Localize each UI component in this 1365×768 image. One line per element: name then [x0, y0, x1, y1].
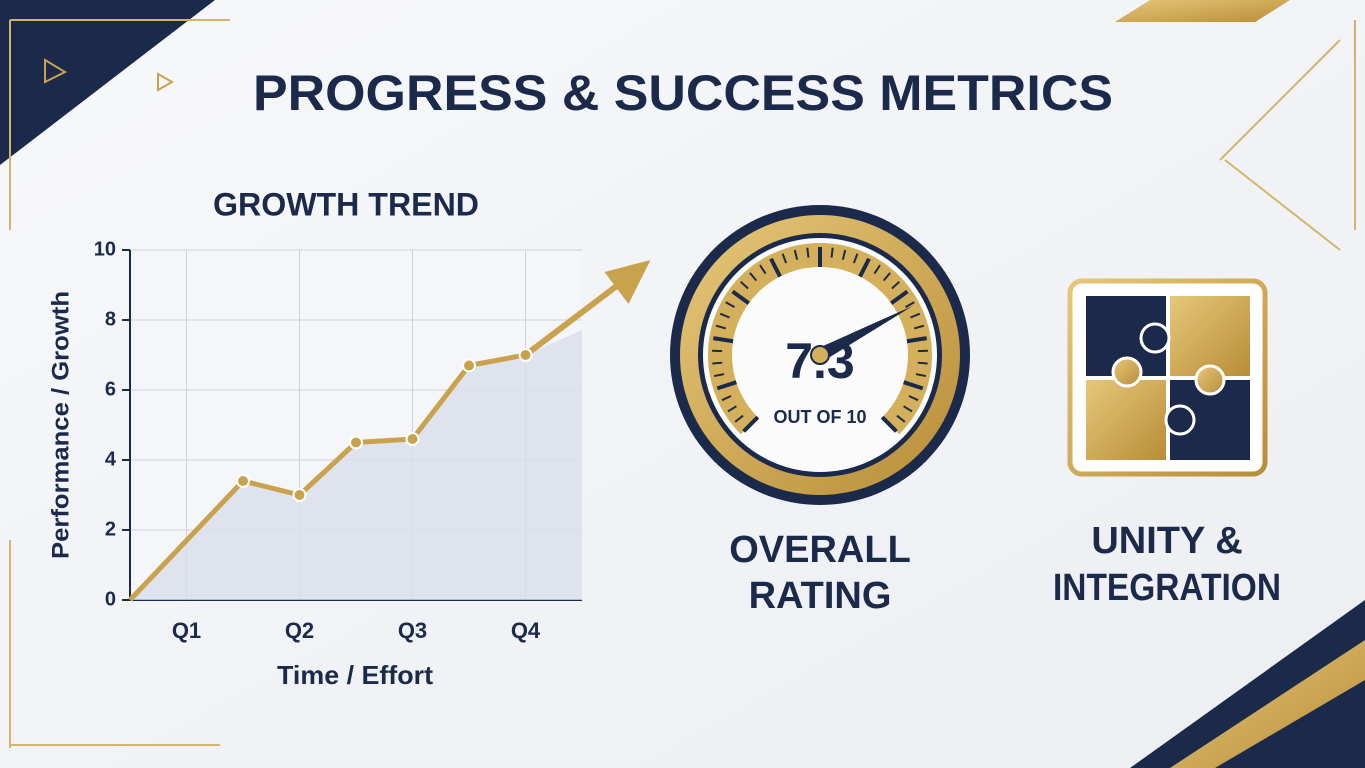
- gauge-tick: [793, 249, 799, 260]
- gauge-tick: [769, 257, 782, 278]
- gauge-tick: [882, 272, 891, 282]
- gauge-tick: [903, 380, 924, 391]
- gauge-tick: [719, 312, 730, 319]
- gauge-tick: [725, 301, 735, 308]
- gauge-tick: [727, 405, 737, 413]
- gauge-tick: [759, 264, 767, 275]
- chart-title: GROWTH TREND: [213, 186, 479, 222]
- gauge-tick: [806, 247, 810, 258]
- gauge-tick: [908, 395, 919, 402]
- data-point: [349, 435, 363, 450]
- y-tick-label: 4: [105, 448, 117, 470]
- gauge-tick: [715, 324, 726, 330]
- gauge-tick: [873, 264, 881, 275]
- gauge-tick: [880, 415, 898, 433]
- puzzle-knob: [1139, 322, 1171, 354]
- y-tick-label: 6: [105, 378, 116, 400]
- puzzle-label: INTEGRATION: [1053, 567, 1281, 609]
- gauge-caption: OUT OF 10: [773, 407, 866, 427]
- gauge-tick: [858, 257, 871, 278]
- gauge-tick: [830, 247, 834, 258]
- arrow-head: [604, 260, 651, 304]
- gauge-tick: [891, 280, 900, 290]
- y-tick-label: 10: [94, 238, 116, 260]
- y-axis-label: Performance / Growth: [47, 291, 74, 559]
- y-tick-label: 2: [105, 518, 116, 540]
- y-tick-label: 0: [105, 588, 116, 610]
- line-chart: 0 2 4 6 8 10 Q1 Q2 Q3 Q4: [94, 238, 651, 643]
- gauge-tick: [749, 272, 758, 282]
- data-point: [518, 348, 533, 362]
- gauge-tick: [734, 414, 744, 423]
- area: [130, 330, 582, 600]
- gauge-tick: [740, 280, 749, 290]
- puzzle-piece: [1086, 380, 1166, 460]
- gauge-tick: [914, 324, 925, 330]
- gauge-tick: [906, 336, 927, 344]
- puzzle-label: UNITY &: [1091, 520, 1242, 562]
- x-tick-label: Q4: [511, 618, 541, 643]
- puzzle-knob: [1164, 404, 1196, 436]
- gauge-hub: [810, 345, 830, 365]
- gauge-tick: [903, 405, 913, 413]
- corner-decor: [1130, 600, 1365, 768]
- gauge-needle: [816, 305, 913, 362]
- puzzle-knob: [1111, 356, 1143, 388]
- corner-decor: [0, 0, 215, 165]
- gauge-tick: [917, 361, 928, 365]
- gauge-tick: [713, 336, 734, 344]
- gauge-tick: [742, 415, 760, 433]
- gauge-tick: [721, 395, 732, 402]
- gauge-tick: [841, 249, 847, 260]
- gauge-tick: [910, 312, 921, 319]
- gauge-tick: [852, 253, 859, 264]
- triangle-decor: [44, 58, 175, 92]
- gauge-tick: [731, 289, 750, 305]
- gauge-tick: [896, 414, 906, 423]
- gauge-tick: [915, 373, 927, 378]
- gauge-tick: [716, 380, 737, 391]
- data-point: [292, 488, 307, 502]
- data-point: [462, 358, 476, 373]
- gauge-tick: [905, 301, 915, 308]
- puzzle-knob: [1194, 364, 1226, 396]
- trend-arrow: [523, 271, 635, 358]
- x-tick-label: Q1: [172, 618, 201, 643]
- gauge-tick: [712, 361, 723, 365]
- puzzle-piece: [1170, 296, 1250, 376]
- x-tick-label: Q2: [285, 618, 314, 643]
- gauge-tick: [781, 253, 788, 264]
- frame-lines: [9, 19, 1356, 748]
- data-point: [236, 474, 250, 488]
- corner-decor: [1170, 640, 1365, 768]
- x-tick-label: Q3: [398, 618, 427, 643]
- puzzle-icon: [1067, 278, 1268, 477]
- data-point: [405, 432, 420, 446]
- x-axis-label: Time / Effort: [277, 660, 433, 690]
- slide-title: PROGRESS & SUCCESS METRICS: [253, 65, 1113, 121]
- y-tick-label: 8: [105, 308, 116, 330]
- gauge-tick: [890, 289, 909, 305]
- gauge-label: RATING: [749, 575, 892, 617]
- gauge-label: OVERALL: [729, 529, 911, 571]
- gauge-tick: [713, 373, 725, 378]
- corner-decor: [1115, 0, 1290, 22]
